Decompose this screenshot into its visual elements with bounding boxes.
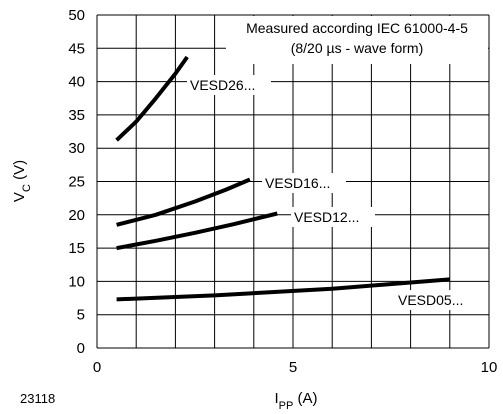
y-tick-label: 40: [68, 74, 85, 91]
y-tick-label: 30: [68, 140, 85, 157]
annotation-line-2: (8/20 µs - wave form): [291, 40, 424, 56]
x-axis-label: IPP (A): [274, 390, 317, 412]
annotation-line-1: Measured according IEC 61000-4-5: [246, 20, 468, 36]
series-lines: [115, 55, 450, 302]
y-tick-label: 15: [68, 240, 85, 257]
series-line-vesd26: [115, 55, 189, 142]
annotation-box: [226, 16, 488, 64]
label-bg-vesd12: [291, 207, 375, 227]
label-bg-vesd05: [395, 290, 479, 310]
y-tick-label: 25: [68, 174, 85, 191]
y-tick-label: 20: [68, 207, 85, 224]
series-label-vesd05: VESD05...: [398, 292, 463, 308]
series-label-vesd26: VESD26...: [190, 77, 255, 93]
series-line-vesd16: [116, 177, 251, 227]
y-tick-label: 5: [77, 307, 85, 324]
y-tick-label: 50: [68, 7, 85, 24]
y-tick-label: 45: [68, 40, 85, 57]
y-tick-label: 10: [68, 273, 85, 290]
series-line-vesd12: [116, 211, 278, 251]
series-line-vesd05: [116, 277, 450, 302]
series-label-vesd16: VESD16...: [265, 175, 330, 191]
label-bg-vesd16: [262, 173, 346, 193]
y-tick-label: 35: [68, 107, 85, 124]
x-tick-label: 0: [93, 359, 101, 376]
tick-labels: 0 5 10 15 20 25 30 35 40 45 50 0 5 10: [68, 7, 497, 376]
series-label-vesd12: VESD12...: [294, 209, 359, 225]
x-tick-label: 10: [481, 359, 498, 376]
figure-id: 23118: [20, 391, 55, 406]
x-tick-label: 5: [289, 359, 297, 376]
y-axis-label: VC (V): [11, 160, 33, 202]
label-bg-vesd26: [187, 75, 271, 95]
y-tick-label: 0: [77, 340, 85, 357]
